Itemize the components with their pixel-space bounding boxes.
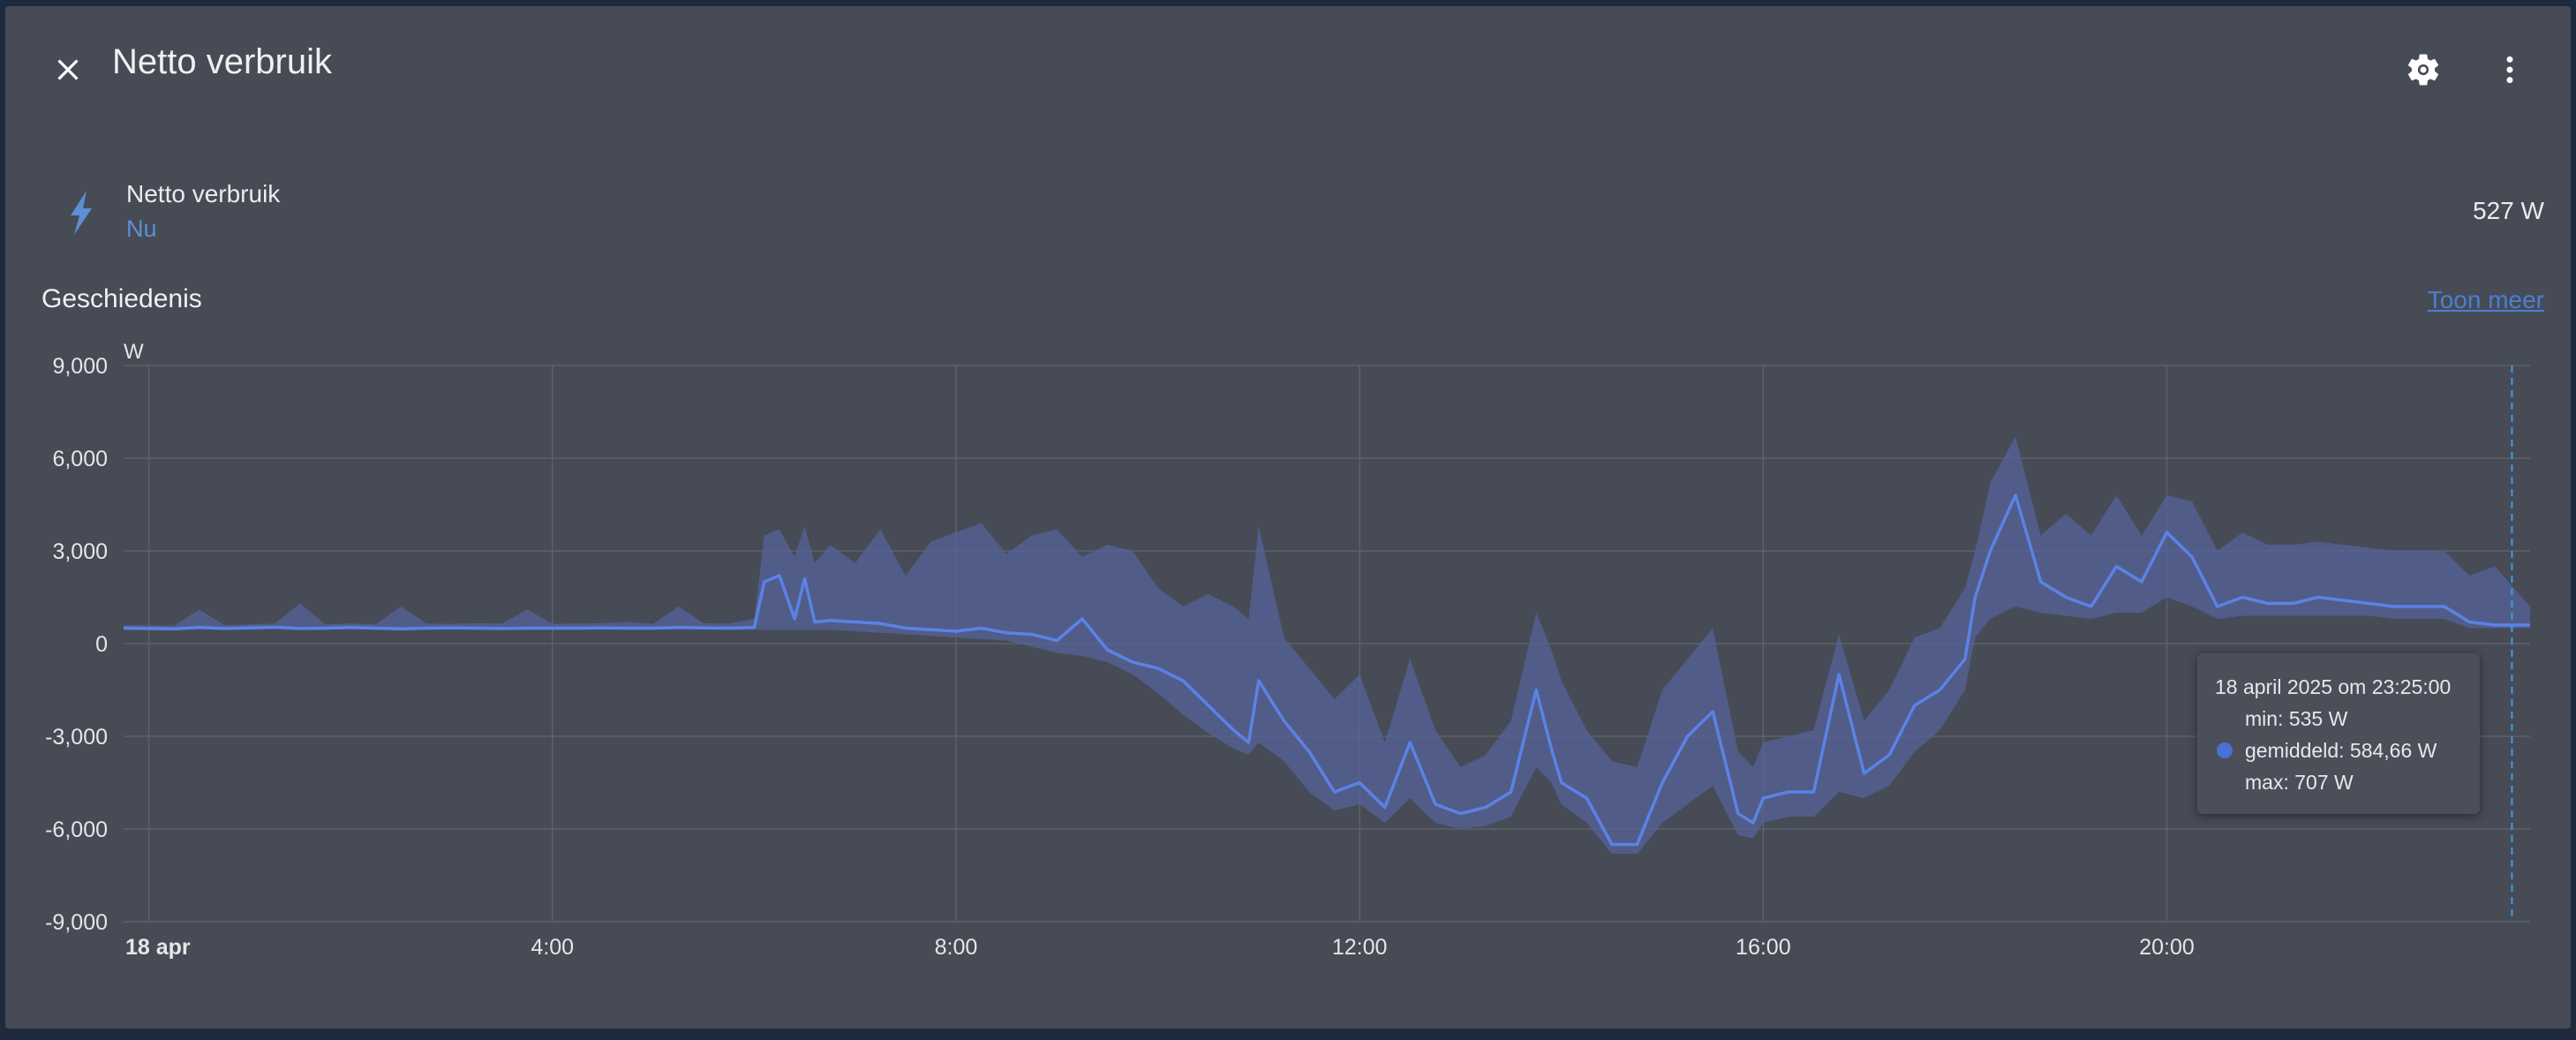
settings-button[interactable] [2401,48,2445,92]
y-tick-label: -9,000 [45,910,108,935]
more-info-dialog [5,6,2571,1029]
y-tick-label: 3,000 [52,539,108,564]
x-tick-label: 12:00 [1332,935,1388,960]
tooltip-min: min: 535 W [2245,707,2348,730]
x-tick-label: 4:00 [531,935,574,960]
gear-icon [2407,54,2439,86]
entity-name: Netto verbruik [126,180,281,207]
dialog-title: Netto verbruik [112,42,332,81]
lightning-bolt-icon [71,191,92,235]
x-tick-label: 20:00 [2139,935,2195,960]
series-dot-icon [2217,742,2233,758]
y-tick-label: -3,000 [45,725,108,750]
close-button[interactable] [46,48,90,92]
history-title: Geschiedenis [41,284,202,313]
more-options-button[interactable] [2488,48,2532,92]
min-max-band [124,436,2530,854]
y-tick-label: 9,000 [52,354,108,379]
tooltip-max: max: 707 W [2245,771,2354,794]
tooltip-date: 18 april 2025 om 23:25:00 [2215,675,2452,698]
entity-state-value: 527 W [2473,197,2544,224]
x-tick-label: 16:00 [1736,935,1791,960]
y-tick-label: -6,000 [45,818,108,842]
x-tick-label: 8:00 [935,935,978,960]
more-vert-icon [2506,56,2513,84]
x-tick-label: 18 apr [125,935,191,960]
entity-sublabel: Nu [126,215,157,242]
show-more-link[interactable]: Toon meer [2427,286,2544,313]
close-icon [57,59,79,80]
tooltip-avg: gemiddeld: 584,66 W [2197,735,2480,766]
series-line [123,494,2530,847]
y-tick-label: 0 [95,632,108,657]
chart-tooltip: 18 april 2025 om 23:25:00 min: 535 W gem… [2197,653,2480,814]
y-axis-unit: W [124,340,144,364]
y-tick-label: 6,000 [52,447,108,471]
tooltip-avg-text: gemiddeld: 584,66 W [2245,739,2437,762]
